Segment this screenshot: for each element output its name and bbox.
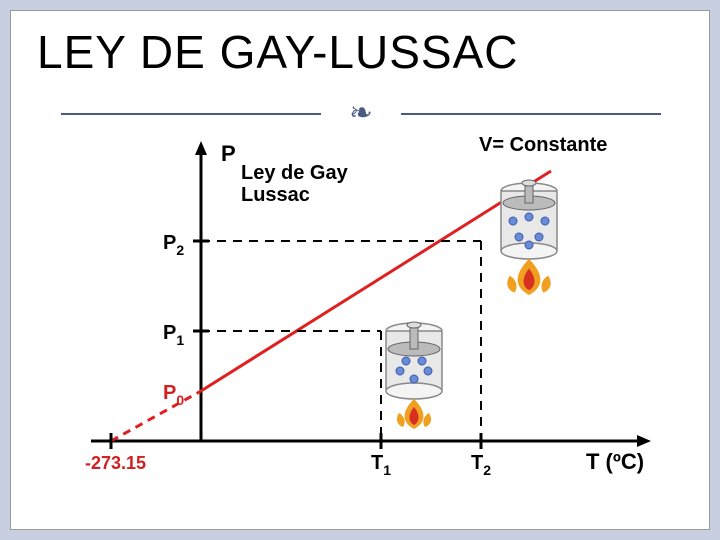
gay-lussac-chart: P T (ºC) P2 P1 P0 T1 T2 -273.15 V= Const… — [81, 131, 661, 521]
x-axis-arrow-icon — [637, 435, 651, 447]
divider-line-right — [401, 113, 661, 115]
flame-t1-icon — [397, 399, 431, 429]
page-title: LEY DE GAY-LUSSAC — [11, 11, 709, 79]
origin-label: -273.15 — [85, 453, 146, 473]
y-axis-label: P — [221, 141, 236, 166]
constant-label: V= Constante — [479, 134, 607, 156]
inner-title: Ley de Gay Lussac — [241, 162, 353, 206]
divider: ❧ — [61, 101, 661, 129]
slide-frame: LEY DE GAY-LUSSAC ❧ — [10, 10, 710, 530]
p2-label: P2 — [163, 232, 184, 258]
p0-label: P0 — [163, 382, 184, 408]
extrapolation-line — [111, 391, 201, 441]
flourish-icon: ❧ — [341, 99, 381, 127]
x-axis-label: T (ºC) — [586, 449, 644, 474]
t1-label: T1 — [371, 452, 391, 478]
y-axis-arrow-icon — [195, 141, 207, 155]
divider-line-left — [61, 113, 321, 115]
cylinder-t1-icon — [386, 322, 442, 399]
p1-label: P1 — [163, 322, 184, 348]
cylinder-t2-icon — [501, 180, 557, 259]
t2-label: T2 — [471, 452, 491, 478]
flame-t2-icon — [507, 259, 550, 295]
